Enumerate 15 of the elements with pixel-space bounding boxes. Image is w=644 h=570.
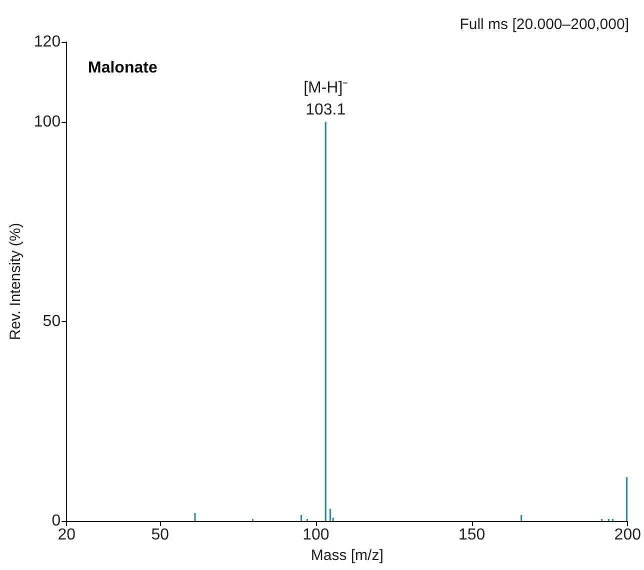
x-axis-title: Mass [m/z] [310,546,384,564]
annotation: 103.1 [306,101,346,118]
x-tick-label: 200 [614,526,642,544]
x-tick-label: 20 [58,526,76,544]
y-tick-label: 120 [34,34,61,50]
x-tick-label: 150 [458,526,486,544]
y-axis-title: Rev. Intensity (%) [7,222,24,340]
y-tick-label: 0 [52,512,61,530]
annotation: Malonate [88,60,158,76]
y-tick-label: 100 [34,113,61,130]
y-tick-label: 50 [42,312,61,330]
x-tick-label: 100 [302,526,330,544]
x-tick-label: 50 [151,526,170,544]
annotation: [M-H]⁻ [304,79,348,96]
chart-title: Full ms [20.000–200,000] [460,16,630,33]
